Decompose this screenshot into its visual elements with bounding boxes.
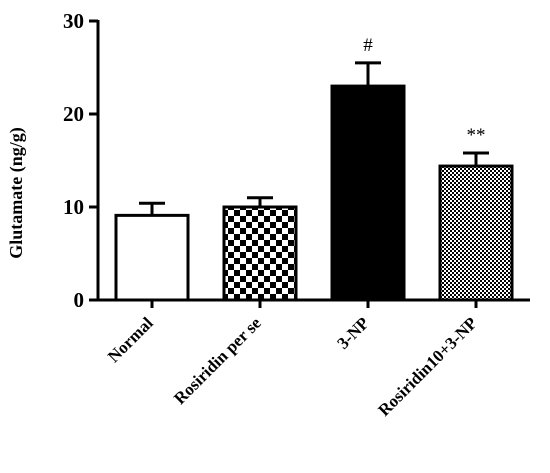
x-tick-label-4: Rosiridin10+3-NP xyxy=(374,313,480,419)
x-tick-label-2: Rosiridin per se xyxy=(170,313,265,408)
y-tick-label-10: 10 xyxy=(63,195,84,219)
bars xyxy=(114,61,514,302)
y-tick-label-30: 30 xyxy=(63,9,84,33)
bar-3 xyxy=(330,84,406,302)
y-axis-label: Glutamate (ng/g) xyxy=(6,127,27,258)
x-tick-label-1: Normal xyxy=(104,313,157,366)
x-tick-label-3: 3-NP xyxy=(333,313,372,352)
bar-4-annotation: ** xyxy=(467,125,486,146)
y-tick-label-20: 20 xyxy=(63,102,84,126)
y-axis: 0 10 20 30 xyxy=(63,9,100,312)
bar-2 xyxy=(222,205,298,302)
bar-3-annotation: # xyxy=(363,35,373,56)
bar-4 xyxy=(438,164,514,302)
bar-1 xyxy=(114,213,190,302)
y-tick-label-0: 0 xyxy=(74,288,85,312)
